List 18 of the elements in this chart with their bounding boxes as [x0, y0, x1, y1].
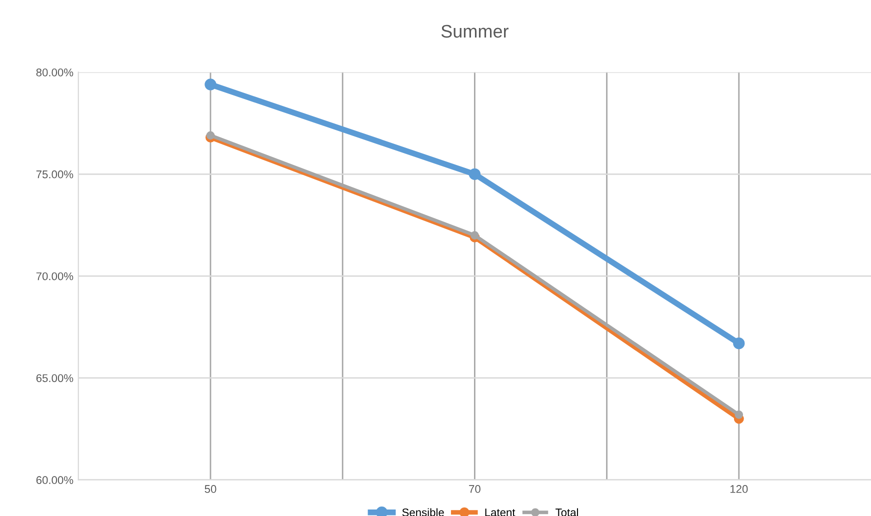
y-tick-label: 70.00%	[36, 272, 74, 280]
legend-label: Latent	[485, 508, 516, 516]
y-tick-label: 60.00%	[36, 476, 74, 484]
chart-title: Summer	[441, 24, 509, 38]
point	[204, 78, 216, 90]
x-tick-label: 50	[204, 485, 216, 493]
y-tick-label: 65.00%	[36, 374, 74, 382]
legend-label: Total	[556, 508, 578, 516]
point	[734, 410, 744, 419]
y-tick-label: 75.00%	[36, 170, 74, 178]
point	[470, 231, 479, 240]
point	[733, 337, 745, 350]
x-tick-label: 70	[469, 485, 480, 493]
y-tick-label: 80.00%	[36, 68, 74, 76]
point	[206, 131, 215, 140]
point	[468, 168, 481, 180]
legend-label: Sensible	[402, 508, 444, 516]
x-tick-label: 120	[730, 485, 748, 493]
